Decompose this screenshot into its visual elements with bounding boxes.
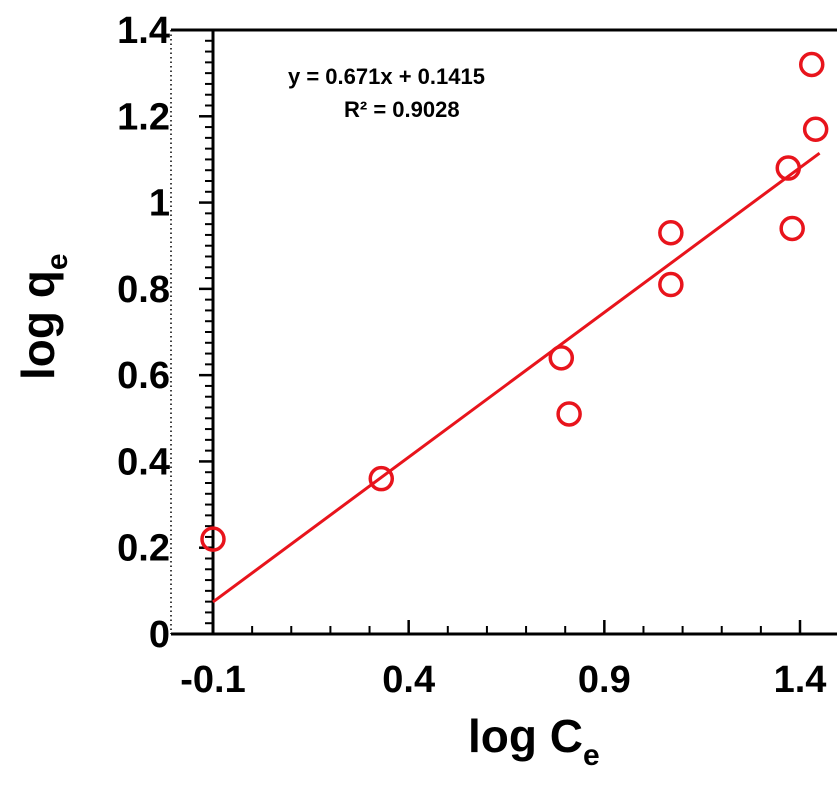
equation-label: y = 0.671x + 0.1415 xyxy=(288,64,485,89)
tick-labels: 0 0.2 0.4 0.6 0.8 1 1.2 1.4 -0.1 0.4 0.9 1.4 xyxy=(117,10,826,701)
y-tick-label: 0.6 xyxy=(117,355,170,397)
data-point xyxy=(548,345,575,371)
y-tick-label: 0.2 xyxy=(117,528,170,570)
data-point xyxy=(658,220,684,246)
data-points xyxy=(200,51,829,552)
y-axis-title: log qe xyxy=(12,253,74,380)
trendline-group xyxy=(212,151,821,604)
x-tick-label: 0.4 xyxy=(382,659,435,701)
y-tick-label: 1.2 xyxy=(117,96,170,138)
y-axis-title-main: log q xyxy=(12,270,64,380)
data-point xyxy=(368,465,395,492)
x-tick-label: 1.4 xyxy=(774,659,827,701)
data-point xyxy=(775,155,802,181)
y-tick-label: 1 xyxy=(149,183,170,225)
y-tick-label: 1.4 xyxy=(117,10,170,52)
trendline xyxy=(212,151,821,604)
data-point xyxy=(779,215,805,242)
data-point xyxy=(658,271,684,298)
x-axis-title-subscript: e xyxy=(583,739,600,772)
y-tick-label: 0.8 xyxy=(117,269,170,311)
data-point xyxy=(200,526,226,552)
data-point xyxy=(802,116,829,142)
y-tick-label: 0 xyxy=(149,614,170,656)
x-axis-title-main: log C xyxy=(468,710,583,762)
tick-marks xyxy=(199,28,802,636)
x-axis-title: log Ce xyxy=(468,710,600,772)
r-squared-label: R² = 0.9028 xyxy=(344,97,460,122)
x-tick-label: -0.1 xyxy=(180,659,245,701)
y-tick-label: 0.4 xyxy=(117,441,170,483)
y-axis-title-subscript: e xyxy=(41,253,74,270)
data-point xyxy=(798,51,825,78)
data-point xyxy=(556,401,582,427)
x-tick-label: 0.9 xyxy=(578,659,631,701)
